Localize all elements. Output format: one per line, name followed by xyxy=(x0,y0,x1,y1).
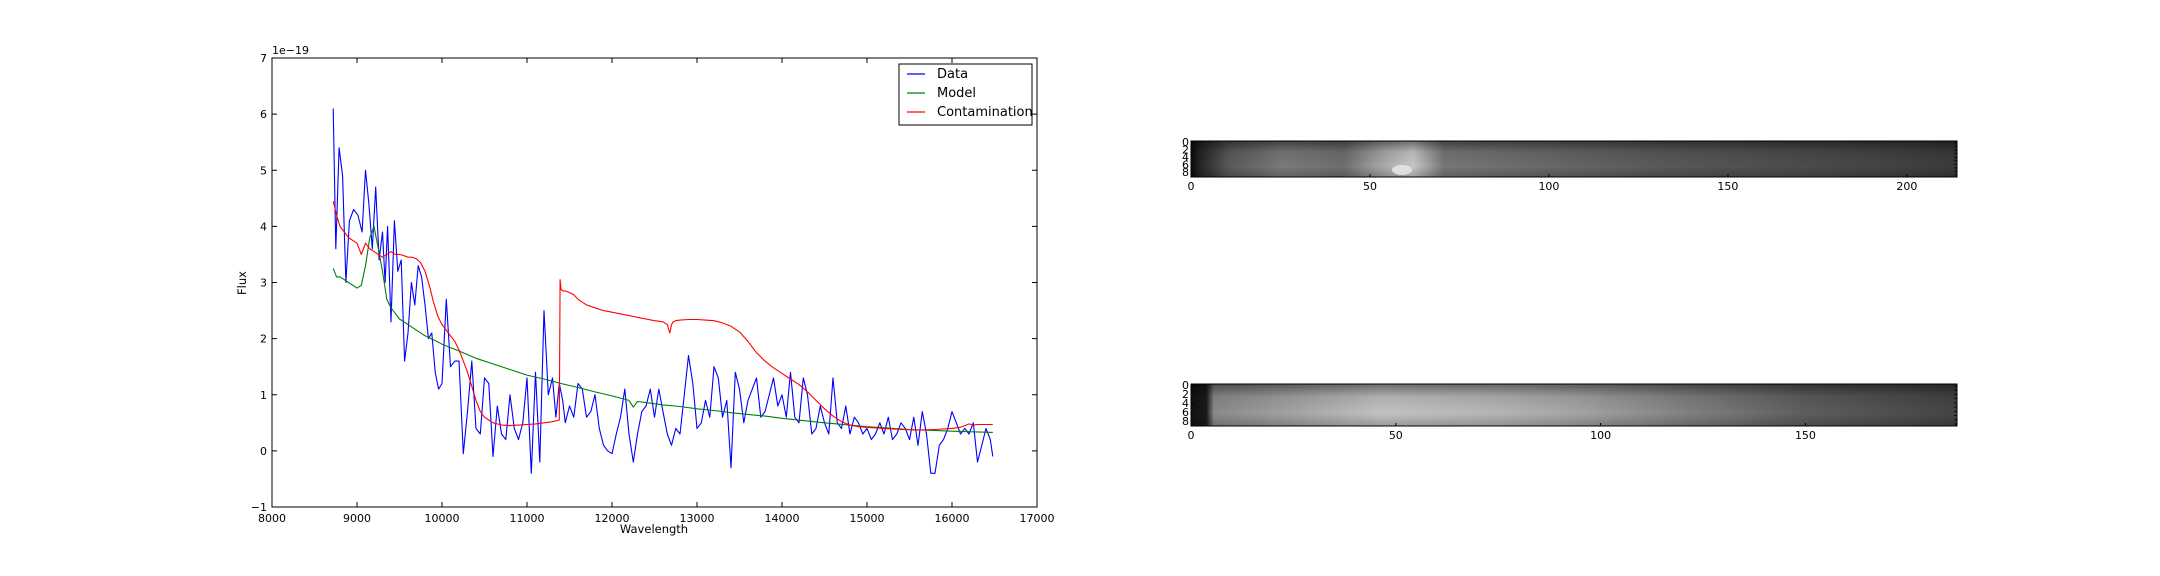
image-y-tick-label: 2 xyxy=(1182,388,1189,401)
legend: Data Model Contamination xyxy=(898,63,1033,126)
image-y-tick-label: 8 xyxy=(1182,166,1189,179)
x-axis-ticks: 8000 9000 10000 11000 12000 13000 14000 15000 16… xyxy=(258,58,1055,525)
x-tick-label: 14000 xyxy=(765,512,800,525)
x-axis-label: Wavelength xyxy=(620,522,688,536)
x-tick-label: 16000 xyxy=(935,512,970,525)
image-x-tick-label: 50 xyxy=(1363,180,1377,193)
image-y-tick-label: 6 xyxy=(1182,406,1189,419)
series-line-data xyxy=(332,108,994,474)
y-axis-ticks: −1 0 1 2 3 4 5 6 7 xyxy=(251,52,1037,514)
image-x-tick-label: 0 xyxy=(1188,180,1195,193)
x-tick-label: 13000 xyxy=(680,512,715,525)
legend-label-data: Data xyxy=(937,67,968,82)
image-x-tick-label: 100 xyxy=(1538,180,1559,193)
series-layer xyxy=(332,108,994,474)
image-1-frame xyxy=(1190,140,1958,178)
image-y-tick-label: 4 xyxy=(1182,151,1189,164)
y-axis-label: Flux xyxy=(235,271,249,295)
image-x-tick-label: 150 xyxy=(1717,180,1738,193)
image-x-tick-label: 100 xyxy=(1590,429,1611,442)
image-y-tick-label: 6 xyxy=(1182,159,1189,172)
y-tick-label: 6 xyxy=(260,108,267,121)
plot-area xyxy=(271,57,1038,508)
x-tick-label: 11000 xyxy=(510,512,545,525)
y-offset-label: 1e−19 xyxy=(272,44,309,57)
x-tick-label: 9000 xyxy=(343,512,371,525)
series-line-contamination xyxy=(332,200,993,431)
image-y-tick-label: 8 xyxy=(1182,415,1189,428)
x-tick-label: 15000 xyxy=(850,512,885,525)
image-y-tick-label: 0 xyxy=(1182,136,1189,149)
y-tick-label: 1 xyxy=(260,389,267,402)
y-tick-label: 2 xyxy=(260,333,267,346)
image-x-tick-label: 0 xyxy=(1188,429,1195,442)
x-tick-label: 10000 xyxy=(425,512,460,525)
y-tick-label: −1 xyxy=(251,501,267,514)
x-tick-label: 17000 xyxy=(1020,512,1055,525)
image-y-tick-label: 2 xyxy=(1182,144,1189,157)
y-tick-label: 4 xyxy=(260,220,267,233)
spectrum-plot: 8000 9000 10000 11000 12000 13000 14000 15000 16… xyxy=(235,44,1055,536)
image-x-tick-label: 50 xyxy=(1389,429,1403,442)
legend-label-model: Model xyxy=(937,86,976,101)
y-tick-label: 5 xyxy=(260,164,267,177)
y-tick-label: 3 xyxy=(260,277,267,290)
image-y-tick-label: 4 xyxy=(1182,397,1189,410)
y-tick-label: 0 xyxy=(260,445,267,458)
legend-label-contamination: Contamination xyxy=(937,105,1033,120)
image-y-tick-label: 0 xyxy=(1182,379,1189,392)
image-2-frame xyxy=(1190,383,1958,427)
series-line-model xyxy=(332,225,993,433)
image-1-bright-spot xyxy=(1392,165,1412,175)
image-x-tick-label: 200 xyxy=(1896,180,1917,193)
y-tick-label: 7 xyxy=(260,52,267,65)
x-tick-label: 12000 xyxy=(595,512,630,525)
image-x-tick-label: 150 xyxy=(1795,429,1816,442)
x-tick-label: 8000 xyxy=(258,512,286,525)
